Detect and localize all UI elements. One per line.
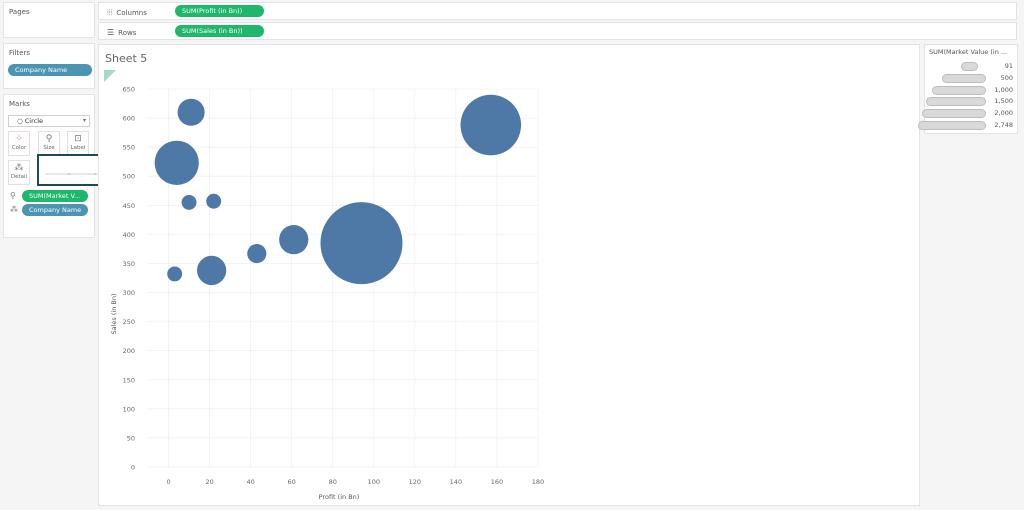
pages-panel[interactable]: Pages xyxy=(3,2,95,38)
size-legend-title: SUM(Market Value (in ... xyxy=(929,48,1008,56)
size-legend-value: 91 xyxy=(1004,62,1013,70)
corner-marker xyxy=(104,70,116,82)
color-button-label: Color xyxy=(11,145,27,151)
bubble-mark[interactable] xyxy=(167,266,183,282)
detail-icon: ⁂ xyxy=(14,163,24,173)
x-tick-label: 160 xyxy=(491,478,503,486)
columns-pill-profit[interactable]: SUM(Profit (in Bn)) xyxy=(175,5,264,17)
columns-shelf-label: ⦙⦙⦙ Columns xyxy=(107,8,147,18)
x-tick-label: 180 xyxy=(532,478,544,486)
filter-pill-company-name[interactable]: Company Name xyxy=(8,64,92,76)
chevron-down-icon: ▾ xyxy=(82,117,86,124)
filters-title: Filters xyxy=(9,49,30,57)
rows-label-text: Rows xyxy=(118,28,137,37)
detail-button[interactable]: ⁂ Detail xyxy=(8,160,30,185)
size-legend-value: 1,000 xyxy=(994,86,1013,94)
y-tick-label: 50 xyxy=(127,434,135,442)
size-legend-swatch xyxy=(961,62,978,71)
y-tick-label: 450 xyxy=(123,202,135,210)
detail-button-label: Detail xyxy=(10,174,28,180)
y-tick-label: 400 xyxy=(123,231,135,239)
y-axis-label: Sales (in Bn) xyxy=(110,293,118,334)
bubble-mark[interactable] xyxy=(154,140,199,185)
x-tick-label: 120 xyxy=(409,478,421,486)
bubble-mark[interactable] xyxy=(196,255,227,286)
bubble-mark[interactable] xyxy=(181,194,197,210)
size-button-label: Size xyxy=(43,145,55,151)
size-field-icon: ⚲ xyxy=(10,191,16,200)
x-tick-label: 60 xyxy=(288,478,296,486)
y-tick-label: 0 xyxy=(131,464,135,472)
color-button[interactable]: ⁘ Color xyxy=(8,131,30,156)
x-axis-label: Profit (in Bn) xyxy=(319,493,360,501)
y-tick-label: 200 xyxy=(123,347,135,355)
size-button[interactable]: ⚲ Size xyxy=(38,131,60,156)
bubble-mark[interactable] xyxy=(320,202,403,285)
size-legend-swatch xyxy=(922,109,986,118)
y-tick-label: 600 xyxy=(123,115,135,123)
mark-type-label: Circle xyxy=(24,117,44,125)
marks-title: Marks xyxy=(9,100,30,108)
size-legend-value: 2,000 xyxy=(994,109,1013,117)
y-tick-label: 550 xyxy=(123,144,135,152)
bubble-mark[interactable] xyxy=(247,243,267,264)
size-legend-swatch xyxy=(918,121,986,130)
y-tick-label: 150 xyxy=(123,376,135,384)
size-legend-swatch xyxy=(942,74,986,83)
rows-shelf[interactable]: ☰ Rows SUM(Sales (in Bn)) xyxy=(98,22,1017,40)
mark-type-value: ○ Circle xyxy=(17,117,44,125)
sheet-title: Sheet 5 xyxy=(105,52,148,65)
y-tick-label: 650 xyxy=(123,86,135,94)
x-tick-label: 0 xyxy=(166,478,170,486)
bubble-mark[interactable] xyxy=(177,98,205,126)
y-tick-label: 350 xyxy=(123,260,135,268)
x-tick-label: 140 xyxy=(450,478,462,486)
size-legend-value: 2,748 xyxy=(994,121,1013,129)
y-tick-label: 100 xyxy=(123,405,135,413)
rows-shelf-label: ☰ Rows xyxy=(107,28,136,37)
columns-label-text: Columns xyxy=(116,9,147,17)
size-legend-swatch xyxy=(926,97,986,106)
size-legend-value: 1,500 xyxy=(994,97,1013,105)
rows-icon: ☰ xyxy=(107,28,115,37)
y-tick-label: 500 xyxy=(123,173,135,181)
pages-title: Pages xyxy=(9,8,30,16)
y-tick-label: 300 xyxy=(123,289,135,297)
mark-type-dropdown[interactable]: ○ Circle ▾ xyxy=(8,115,90,127)
y-tick-label: 250 xyxy=(123,318,135,326)
mark-field-market-value[interactable]: SUM(Market V... xyxy=(22,190,88,202)
detail-field-icon: ⁂ xyxy=(10,205,18,214)
label-icon: ⊡ xyxy=(74,134,82,144)
size-icon: ⚲ xyxy=(45,134,53,144)
columns-icon: ⦙⦙⦙ xyxy=(107,8,113,17)
size-legend-value: 500 xyxy=(1000,74,1013,82)
x-tick-label: 80 xyxy=(329,478,337,486)
rows-pill-sales[interactable]: SUM(Sales (in Bn)) xyxy=(175,25,264,37)
bubble-mark[interactable] xyxy=(460,94,522,156)
bubble-mark[interactable] xyxy=(279,224,309,255)
columns-shelf[interactable]: ⦙⦙⦙ Columns SUM(Profit (in Bn)) xyxy=(98,2,1017,20)
x-tick-label: 40 xyxy=(246,478,254,486)
x-tick-label: 100 xyxy=(368,478,380,486)
bubble-mark[interactable] xyxy=(206,193,222,209)
mark-field-company-name[interactable]: Company Name xyxy=(22,204,88,216)
filters-panel[interactable]: Filters Company Name xyxy=(3,43,95,89)
color-icon: ⁘ xyxy=(15,134,23,144)
x-tick-label: 20 xyxy=(205,478,213,486)
size-legend-swatch xyxy=(932,86,986,95)
scatter-chart: 050100150200250300350400450500550600650 … xyxy=(104,70,544,501)
label-button[interactable]: ⊡ Label xyxy=(67,131,89,156)
label-button-label: Label xyxy=(70,145,86,151)
